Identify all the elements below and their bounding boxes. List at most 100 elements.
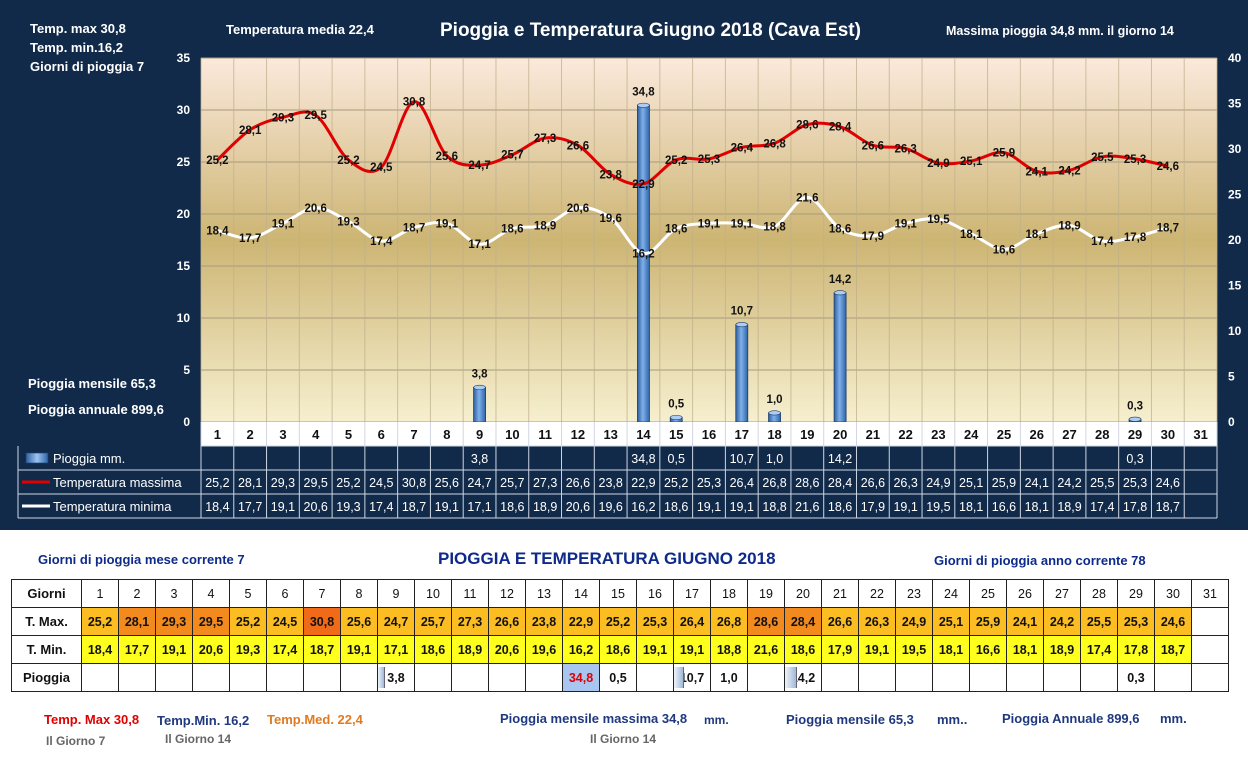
y-axis-right-tick: 35 (1228, 97, 1242, 111)
footer-monthly-unit: mm.. (937, 712, 968, 727)
table-value-tmin: 19,6 (599, 500, 623, 514)
table-value-tmin: 19,1 (271, 500, 295, 514)
x-axis-tick: 17 (735, 427, 749, 442)
table-value-tmin: 18,6 (664, 500, 688, 514)
table-cell-tmax: 24,6 (1154, 607, 1192, 636)
legend-key-rain (25, 452, 49, 464)
rain-bar (637, 104, 650, 423)
table-cell-tmax: 25,3 (636, 607, 674, 636)
table-cell-rain (451, 663, 489, 692)
table-cell-tmin: 17,7 (118, 635, 156, 664)
x-axis-tick: 21 (866, 427, 880, 442)
table-day-header: 16 (636, 579, 674, 608)
header-media: Temperatura media 22,4 (226, 22, 374, 37)
table-cell-tmax (1191, 607, 1229, 636)
x-axis-tick: 8 (443, 427, 450, 442)
table-day-header: 19 (747, 579, 785, 608)
table-cell-rain (932, 663, 970, 692)
table-cell-rain (525, 663, 563, 692)
rain-cell-value: 10,7 (679, 670, 705, 685)
table-value-tmin: 17,1 (467, 500, 491, 514)
table-value-tmin: 18,7 (402, 500, 426, 514)
tmin-line (216, 195, 1169, 256)
table-cell-rain (969, 663, 1007, 692)
tmin-data-label: 20,6 (567, 203, 589, 215)
legend-entry: Temperatura massima (53, 475, 182, 490)
x-axis-tick: 26 (1030, 427, 1044, 442)
table-cell-tmax: 26,3 (858, 607, 896, 636)
table-cell-rain (414, 663, 452, 692)
footer-max-monthly-unit: mm. (704, 713, 729, 727)
table-cell-tmin: 17,9 (821, 635, 859, 664)
table-value-tmax: 27,3 (533, 476, 557, 490)
tmin-data-label: 19,1 (272, 218, 295, 230)
tmax-data-label: 25,3 (1124, 154, 1146, 166)
table-day-header: 11 (451, 579, 489, 608)
table-cell-rain (1191, 663, 1229, 692)
table-value-tmin: 17,7 (238, 500, 262, 514)
table-value-tmax: 30,8 (402, 476, 426, 490)
tmin-data-label: 18,7 (1157, 223, 1179, 235)
table-value-tmin: 17,4 (1090, 500, 1114, 514)
rain-data-label: 14,2 (829, 274, 851, 286)
tmin-data-label: 19,5 (927, 214, 950, 226)
table-cell-tmin: 19,1 (340, 635, 378, 664)
x-axis-tick: 24 (964, 427, 979, 442)
tmax-data-label: 28,4 (829, 122, 852, 134)
y-axis-right-tick: 30 (1228, 142, 1242, 156)
rain-cell-bar (674, 667, 684, 688)
table-value-rain: 34,8 (631, 452, 655, 466)
table-value-tmin: 16,2 (631, 500, 655, 514)
y-axis-left-tick: 5 (183, 363, 190, 377)
y-axis-left-tick: 15 (177, 259, 191, 273)
tmax-data-label: 27,3 (534, 133, 556, 145)
table-day-header: 13 (525, 579, 563, 608)
tmax-data-label: 29,5 (305, 110, 328, 122)
table-day-header: 18 (710, 579, 748, 608)
table-value-tmax: 26,4 (730, 476, 754, 490)
table-value-tmin: 19,1 (730, 500, 754, 514)
table-value-tmin: 19,3 (336, 500, 360, 514)
table-cell-tmin: 17,8 (1117, 635, 1155, 664)
table-cell-rain: 1,0 (710, 663, 748, 692)
table-day-header: 17 (673, 579, 711, 608)
rain-bar-cap (637, 102, 650, 108)
x-axis-tick: 18 (767, 427, 781, 442)
y-axis-left-tick: 35 (177, 51, 191, 65)
tmin-data-label: 16,2 (632, 249, 654, 261)
rain-data-label: 10,7 (731, 306, 753, 318)
table-value-tmin: 17,8 (1123, 500, 1147, 514)
table-row-tmin: T. Min. 18,4 17,7 19,1 20,6 19,3 17,4 18,7 19,1… (11, 635, 1229, 664)
y-axis-right-tick: 40 (1228, 51, 1242, 65)
table-cell-tmax: 25,2 (599, 607, 637, 636)
table-cell-tmin: 18,1 (932, 635, 970, 664)
y-axis-right-tick: 20 (1228, 233, 1242, 247)
y-axis-right-tick: 15 (1228, 279, 1242, 293)
table-row-label-tmax: T. Max. (11, 607, 82, 636)
tmax-data-label: 23,8 (599, 169, 622, 181)
table-cell-tmax: 29,3 (155, 607, 193, 636)
table-value-tmin: 20,6 (566, 500, 590, 514)
table-cell-rain (1006, 663, 1044, 692)
y-axis-right-tick: 10 (1228, 324, 1242, 338)
table-value-tmin: 18,8 (762, 500, 786, 514)
table-day-header: 31 (1191, 579, 1229, 608)
tmin-data-label: 19,3 (337, 216, 359, 228)
rain-bar-cap (768, 410, 781, 416)
table-cell-tmax: 25,5 (1080, 607, 1118, 636)
table-cell-tmin: 18,6 (599, 635, 637, 664)
x-axis-tick: 28 (1095, 427, 1109, 442)
x-axis-tick: 10 (505, 427, 519, 442)
table-day-header: 7 (303, 579, 341, 608)
tmax-data-label: 26,4 (731, 142, 754, 154)
x-axis-tick: 13 (603, 427, 617, 442)
tmax-data-label: 24,5 (370, 162, 393, 174)
rain-days-year: Giorni di pioggia anno corrente 78 (934, 553, 1146, 568)
table-cell-tmax: 30,8 (303, 607, 341, 636)
x-axis-tick: 19 (800, 427, 814, 442)
x-axis-tick: 14 (636, 427, 651, 442)
tmin-data-label: 17,8 (1124, 232, 1147, 244)
header-tmin: Temp. min.16,2 (30, 40, 123, 55)
tmax-line (216, 100, 1169, 186)
footer-annual: Pioggia Annuale 899,6 (1002, 711, 1140, 726)
